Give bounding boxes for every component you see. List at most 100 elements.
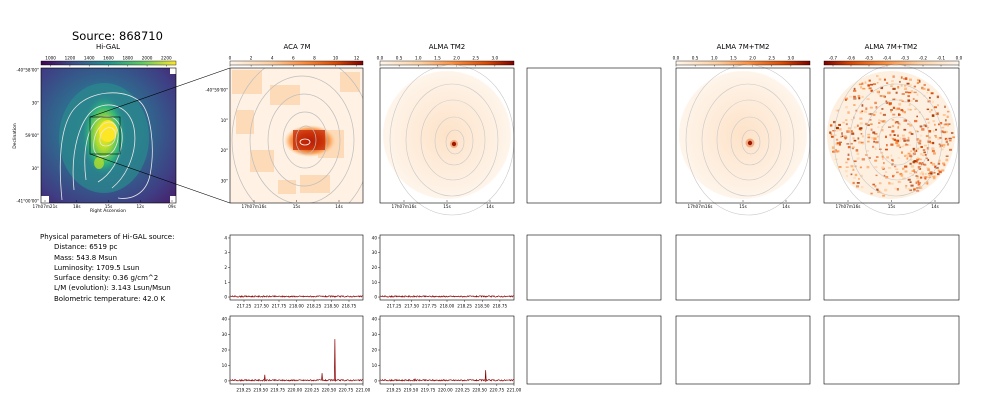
noise-speckle xyxy=(917,183,921,186)
noise-speckle xyxy=(913,85,917,88)
colorbar-tick-label: 2000 xyxy=(142,56,153,61)
noise-speckle xyxy=(882,157,884,160)
noise-speckle xyxy=(898,113,901,116)
colorbar-tick-label: 0 xyxy=(229,56,232,61)
noise-speckle xyxy=(926,139,929,142)
noise-speckle xyxy=(897,123,901,126)
noise-speckle xyxy=(927,88,930,91)
noise-speckle xyxy=(933,106,937,109)
axis-tick-label: 219.50 xyxy=(404,388,419,393)
noise-speckle xyxy=(895,171,899,174)
axis-tick-label: 10" xyxy=(221,118,228,123)
noise-speckle xyxy=(845,119,848,121)
noise-speckle xyxy=(909,108,912,111)
noise-speckle xyxy=(883,174,886,177)
noise-speckle xyxy=(904,77,908,80)
noise-speckle xyxy=(944,130,948,134)
higal-ytick-labels: -40°58'00" 30" 59'00" 30" -41°00'00" xyxy=(16,68,39,204)
noise-speckle xyxy=(915,160,918,164)
noise-speckle xyxy=(928,96,931,99)
aca7m-xtick-labels: 17h07m16s 15s 14s xyxy=(242,200,343,209)
noise-speckle xyxy=(873,137,877,140)
noise-speckle xyxy=(930,172,933,175)
noise-speckle xyxy=(916,138,919,141)
noise-speckle xyxy=(847,111,850,114)
noise-speckle xyxy=(906,156,909,158)
noise-speckle xyxy=(921,128,925,131)
axis-tick-label: 15s xyxy=(443,204,451,209)
colorbar-tick-label: 1.5 xyxy=(730,56,737,61)
empty-panel-top xyxy=(526,67,662,204)
noise-speckle xyxy=(887,167,892,169)
colorbar-tick-label: 4 xyxy=(271,56,274,61)
noise-speckle xyxy=(872,183,875,186)
colorbar-tick-label: 6 xyxy=(292,56,295,61)
noise-speckle xyxy=(930,141,932,144)
noise-speckle xyxy=(855,149,859,152)
noise-speckle xyxy=(870,192,873,195)
noise-speckle xyxy=(836,129,839,132)
noise-speckle xyxy=(940,148,944,151)
empty-spectrum-panel xyxy=(526,315,662,385)
noise-speckle xyxy=(868,113,871,115)
noise-speckle xyxy=(874,185,877,188)
noise-speckle xyxy=(857,95,861,98)
colorbar-tick-label: 2 xyxy=(250,56,253,61)
noise-speckle xyxy=(898,139,902,142)
alma7mtm2-neg-colorbar xyxy=(823,60,960,66)
noise-speckle xyxy=(853,97,857,100)
noise-speckle xyxy=(850,130,853,132)
noise-speckle xyxy=(896,134,899,137)
noise-speckle xyxy=(851,132,855,135)
noise-speckle xyxy=(847,127,851,130)
colorbar-tick-label: 2.0 xyxy=(453,56,460,61)
noise-speckle xyxy=(901,93,905,95)
noise-speckle xyxy=(923,151,926,154)
noise-speckle xyxy=(906,157,909,160)
axis-tick-label: 17h07m16s xyxy=(688,204,713,209)
noise-speckle xyxy=(874,166,878,169)
noise-speckle xyxy=(909,181,912,183)
noise-speckle xyxy=(851,146,855,149)
noise-speckle xyxy=(923,163,927,166)
param-lm-ratio: L/M (evolution): 3.143 Lsun/Msun xyxy=(54,284,171,293)
noise-speckle xyxy=(897,85,900,89)
axis-tick-label: 40 xyxy=(222,317,228,322)
aca7m-contours xyxy=(231,68,363,203)
noise-speckle xyxy=(899,172,903,176)
noise-speckle xyxy=(935,166,939,169)
noise-speckle xyxy=(859,166,862,169)
noise-speckle xyxy=(882,120,886,123)
noise-speckle xyxy=(844,137,847,140)
noise-speckle xyxy=(900,84,903,87)
noise-speckle xyxy=(850,131,854,133)
noise-speckle xyxy=(835,109,839,112)
axis-tick-label: 221.00 xyxy=(507,388,522,393)
alma7mtm2-neg-panel: ALMA 7M+TM2 -0.7 -0.6 -0.5 -0.4 -0.3 -0.2 -0.1… xyxy=(823,43,963,216)
axis-tick-label: 217.25 xyxy=(387,304,402,309)
noise-speckle xyxy=(890,154,893,157)
noise-speckle xyxy=(867,136,871,139)
noise-speckle xyxy=(903,119,907,122)
noise-speckle xyxy=(844,135,847,138)
noise-speckle xyxy=(832,120,836,124)
noise-speckle xyxy=(878,122,881,124)
noise-speckle xyxy=(886,82,889,84)
noise-speckle xyxy=(938,143,941,146)
noise-speckle xyxy=(897,157,901,159)
noise-speckle xyxy=(853,160,857,163)
noise-speckle xyxy=(891,80,894,83)
axis-tick-label: 14s xyxy=(335,204,343,209)
noise-speckle xyxy=(904,84,907,87)
noise-speckle xyxy=(888,102,892,105)
noise-speckle xyxy=(941,126,945,129)
noise-speckle xyxy=(943,131,946,134)
noise-speckle xyxy=(909,155,913,158)
noise-speckle xyxy=(886,91,890,94)
noise-speckle xyxy=(872,90,875,94)
noise-speckle xyxy=(876,90,879,93)
noise-speckle xyxy=(861,95,864,99)
colorbar-tick-label: 0.0 xyxy=(377,56,384,61)
colorbar-tick-label: 1200 xyxy=(65,56,76,61)
noise-speckle xyxy=(846,143,850,145)
